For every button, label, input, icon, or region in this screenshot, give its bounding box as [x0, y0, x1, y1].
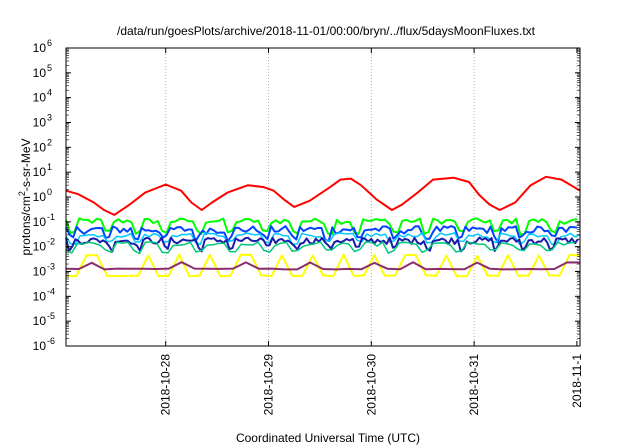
x-axis-label: Coordinated Universal Time (UTC): [236, 431, 420, 445]
y-axis-label-rest: -s-sr-MeV: [19, 138, 33, 191]
y-tick-exponent: 4: [47, 88, 52, 98]
series-line-1: [65, 175, 581, 216]
series-group: [65, 175, 581, 278]
y-tick-label: 10: [33, 66, 47, 80]
y-tick-exponent: 5: [47, 63, 52, 73]
x-tick-label: 2018-10-31: [467, 354, 481, 416]
y-axis-label: protons/cm2-s-sr-MeV: [17, 138, 33, 255]
y-tick-exponent: -6: [47, 336, 55, 346]
y-axis-ticks: 10 -610 -510 -410 -310 -210 -110 010 110 210 310 41…: [33, 38, 580, 353]
x-tick-label: 2018-11-1: [570, 354, 584, 408]
grid-lines: [165, 48, 578, 346]
chart-title: /data/run/goesPlots/archive/2018-11-01/0…: [117, 24, 536, 38]
y-tick-label: 10: [33, 339, 47, 353]
y-axis-label-base: protons/cm: [19, 196, 33, 255]
y-tick-exponent: 1: [47, 162, 52, 172]
y-tick-exponent: 0: [47, 187, 52, 197]
series-line-6: [65, 241, 575, 255]
y-tick-label: 10: [33, 91, 47, 105]
plot-frame: [65, 47, 581, 347]
x-tick-label: 2018-10-30: [364, 354, 378, 416]
series-line-2: [65, 217, 578, 236]
y-tick-label: 10: [33, 165, 47, 179]
y-tick-label: 10: [33, 240, 47, 254]
y-axis-label-sup: 2: [17, 191, 27, 196]
y-tick-label: 10: [33, 140, 47, 154]
series-line-3: [65, 225, 578, 244]
y-tick-exponent: 3: [47, 113, 52, 123]
y-tick-label: 10: [33, 41, 47, 55]
x-axis-ticks: 2018-10-28 2018-10-29 2018-10-30 2018-10-31…: [159, 48, 584, 415]
y-tick-label: 10: [33, 116, 47, 130]
y-tick-exponent: -5: [47, 311, 55, 321]
x-tick-label: 2018-10-29: [262, 354, 276, 416]
x-tick-label: 2018-10-28: [159, 354, 173, 416]
y-tick-exponent: -4: [47, 286, 55, 296]
y-tick-exponent: 6: [47, 38, 52, 48]
y-tick-exponent: 2: [47, 137, 52, 147]
y-tick-label: 10: [33, 215, 47, 229]
y-tick-label: 10: [33, 265, 47, 279]
y-tick-label: 10: [33, 289, 47, 303]
series-line-7: [65, 253, 581, 278]
y-tick-exponent: -3: [47, 262, 55, 272]
series-line-8: [65, 261, 581, 271]
y-tick-label: 10: [33, 314, 47, 328]
y-tick-exponent: -1: [47, 212, 55, 222]
y-tick-exponent: -2: [47, 237, 55, 247]
y-tick-label: 10: [33, 190, 47, 204]
